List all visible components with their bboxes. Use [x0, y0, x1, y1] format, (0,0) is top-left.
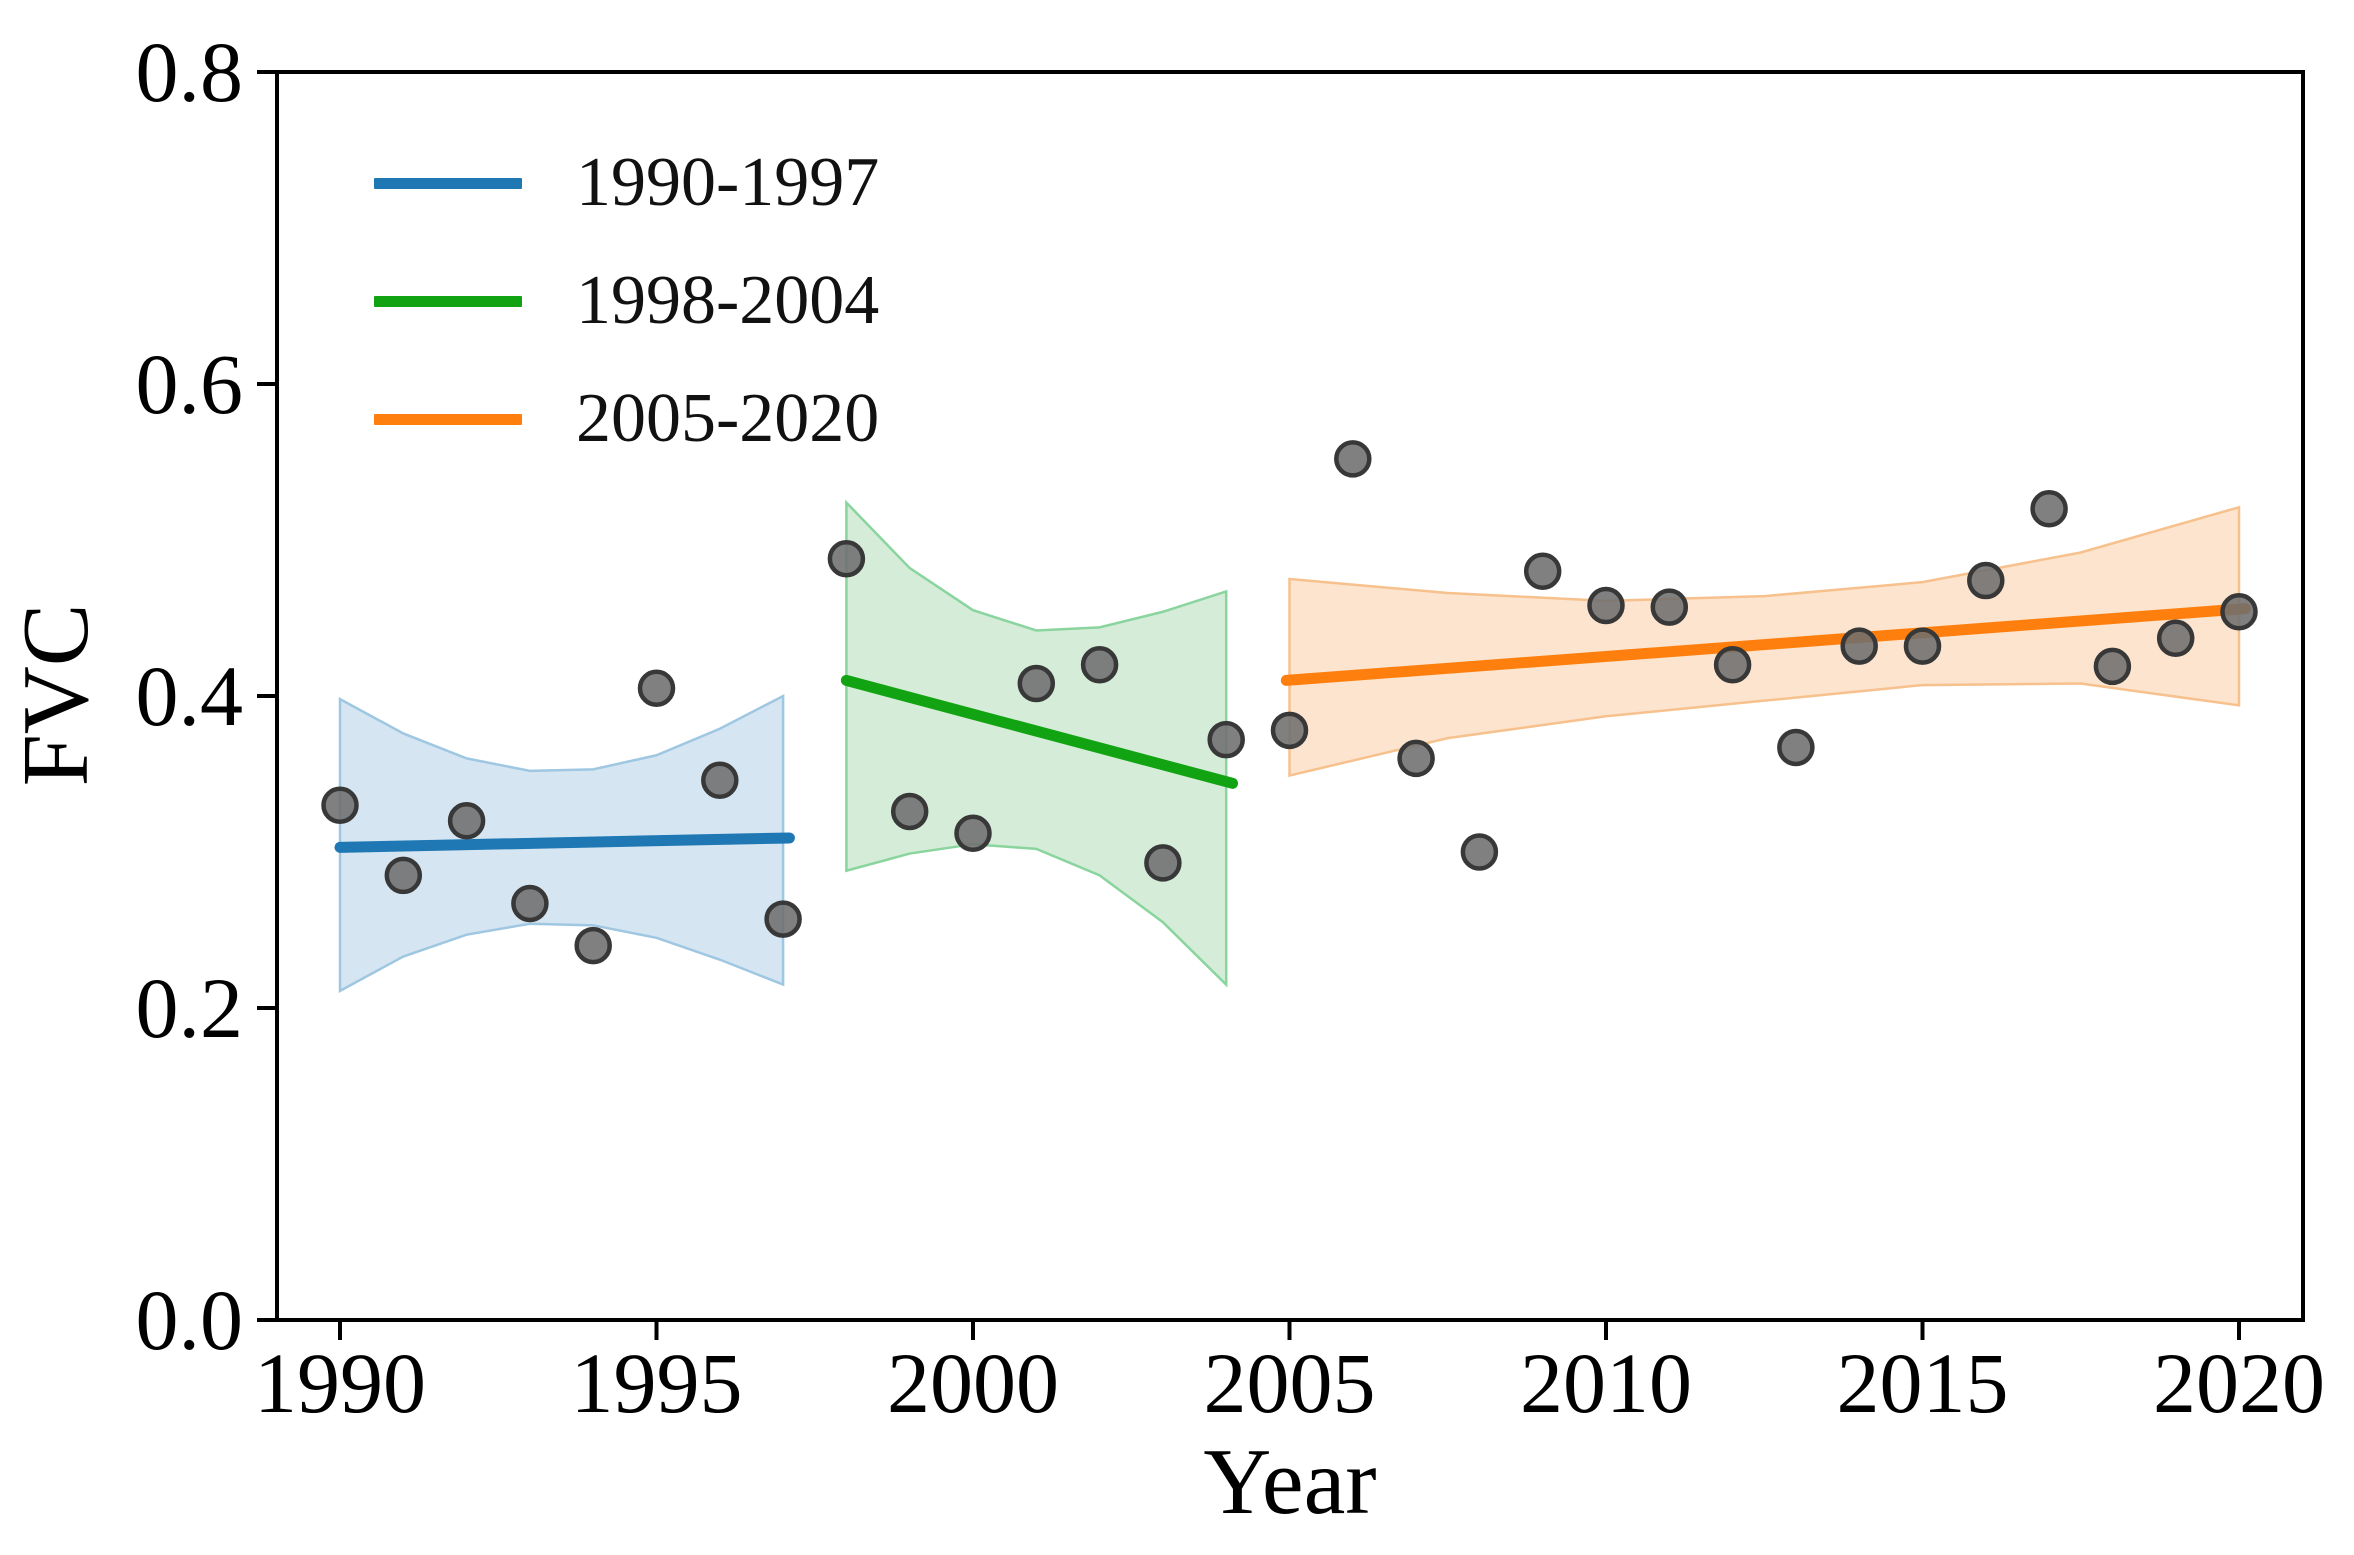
data-point: [1903, 627, 1942, 665]
x-tick-label: 2015: [1837, 1335, 2009, 1431]
data-point: [1460, 833, 1499, 871]
data-point: [1207, 720, 1245, 759]
data-point: [827, 539, 866, 578]
legend-line-swatch: [374, 413, 522, 425]
legend-item: 1998-2004: [374, 242, 879, 360]
legend-item: 1990-1997: [374, 124, 879, 242]
data-point: [1523, 552, 1562, 590]
y-tick-label: 0.2: [136, 960, 244, 1056]
data-point: [321, 786, 359, 824]
x-tick-label: 1995: [571, 1335, 743, 1431]
data-point: [701, 761, 739, 799]
trend-line: [334, 832, 795, 853]
data-point: [637, 669, 676, 707]
legend-label: 1990-1997: [576, 144, 880, 221]
data-point: [954, 814, 992, 853]
data-point: [1777, 728, 1815, 767]
x-tick-label: 1990: [254, 1335, 426, 1431]
legend-label: 1998-2004: [576, 262, 880, 339]
x-tick-label: 2020: [2153, 1335, 2325, 1431]
legend-label: 2005-2020: [576, 380, 880, 457]
x-tick-label: 2000: [887, 1335, 1059, 1431]
ci-band: [845, 499, 1228, 988]
data-point: [1650, 588, 1689, 626]
data-point: [1144, 844, 1182, 882]
tick-marks: [257, 70, 2241, 1340]
legend-line-swatch: [374, 177, 522, 189]
data-point: [764, 900, 802, 938]
trend-line: [1280, 603, 2251, 686]
y-tick-labels: 0.0 0.2 0.4 0.6 0.8: [136, 24, 244, 1368]
y-tick-label: 0.0: [136, 1272, 244, 1368]
data-point: [574, 926, 612, 965]
data-point: [1080, 646, 1119, 684]
x-tick-labels: 1990 1995 2000 2005 2010 2015 2020: [254, 1335, 2325, 1431]
data-point: [1840, 627, 1878, 665]
y-tick-label: 0.8: [136, 24, 244, 120]
data-point: [2156, 619, 2195, 658]
trend-lines: [334, 603, 2251, 853]
data-point: [2030, 490, 2068, 528]
data-point: [890, 792, 929, 831]
data-point: [1397, 739, 1435, 778]
legend: 1990-1997 1998-2004 2005-2020: [374, 124, 879, 478]
data-point: [1017, 664, 1056, 703]
data-point: [1713, 646, 1752, 684]
x-axis-title: Year: [1203, 1430, 1377, 1534]
data-point: [384, 856, 423, 895]
x-tick-label: 2005: [1204, 1335, 1376, 1431]
x-tick-label: 2010: [1520, 1335, 1692, 1431]
scatter-points: [321, 440, 2258, 965]
y-tick-label: 0.6: [136, 336, 244, 432]
legend-line-swatch: [374, 295, 522, 307]
legend-item: 2005-2020: [374, 360, 879, 478]
data-point: [2093, 647, 2132, 686]
data-point: [2220, 593, 2258, 631]
y-tick-label: 0.4: [136, 648, 244, 744]
trend-line: [840, 674, 1239, 789]
data-point: [447, 802, 486, 840]
data-point: [1270, 711, 1309, 750]
y-axis-title: FVC: [4, 603, 108, 787]
data-point: [1967, 561, 2005, 600]
data-point: [1587, 586, 1625, 625]
data-point: [511, 884, 549, 923]
data-point: [1334, 440, 1372, 478]
